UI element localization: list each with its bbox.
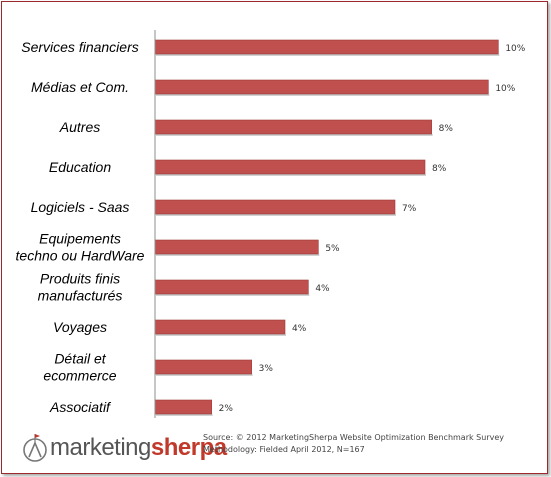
bar	[154, 319, 286, 335]
bars	[154, 39, 500, 416]
bar-shadow	[156, 294, 310, 296]
bar	[154, 359, 252, 375]
bar	[154, 79, 489, 95]
value-label: 7%	[402, 204, 417, 214]
category-label: Voyages	[53, 319, 107, 335]
category-label: Détail et	[54, 351, 106, 367]
bar-shadow	[156, 414, 213, 416]
bar-shadow	[156, 334, 286, 336]
value-label: 4%	[315, 284, 330, 294]
bar-shadow	[156, 254, 320, 256]
category-label: manufacturés	[38, 288, 123, 304]
value-label: 4%	[292, 324, 307, 334]
bar	[154, 39, 499, 55]
category-labels: Services financiers Médias et Com. Autres E…	[16, 39, 145, 415]
logo-text-sherpa: sherpa	[150, 434, 227, 461]
bar-shadow	[156, 214, 396, 216]
logo-text-marketing: marketing	[50, 434, 151, 461]
bar-shadow	[156, 374, 253, 376]
bar	[154, 239, 319, 255]
bar	[154, 199, 396, 215]
category-label: Autres	[59, 119, 100, 135]
category-label: ecommerce	[43, 368, 116, 384]
source-note: Source: © 2012 MarketingSherpa Website O…	[203, 432, 504, 456]
category-label: Médias et Com.	[31, 79, 129, 95]
bar-shadow	[156, 54, 500, 56]
value-label: 2%	[219, 404, 234, 414]
category-label: Produits finis	[40, 271, 120, 287]
category-label: Associatif	[49, 399, 112, 415]
methodology-line: Methodology: Fielded April 2012, N=167	[203, 445, 365, 454]
category-label: Logiciels - Saas	[31, 199, 130, 215]
value-label: 8%	[432, 164, 447, 174]
value-label: 5%	[325, 244, 340, 254]
source-line: Source: © 2012 MarketingSherpa Website O…	[203, 433, 505, 442]
category-label: techno ou HardWare	[16, 248, 145, 264]
bar	[154, 399, 212, 415]
value-label: 10%	[495, 84, 515, 94]
bar	[154, 279, 309, 295]
bar	[154, 119, 432, 135]
category-label: Services financiers	[21, 39, 139, 55]
footer: marketing sherpa Source: © 2012 Marketing…	[10, 426, 540, 470]
bar-shadow	[156, 94, 490, 96]
bar-shadow	[156, 134, 433, 136]
bar-chart: Services financiers Médias et Com. Autres E…	[16, 30, 526, 418]
category-label: Education	[49, 159, 111, 175]
value-labels: 10% 10% 8% 8% 7% 5% 4% 4% 3% 2%	[219, 44, 526, 414]
value-label: 10%	[505, 44, 525, 54]
bar-shadow	[156, 174, 426, 176]
category-label: Equipements	[39, 231, 121, 247]
value-label: 3%	[259, 364, 274, 374]
value-label: 8%	[439, 124, 454, 134]
mountain-icon	[23, 434, 47, 462]
marketingsherpa-logo: marketing sherpa	[22, 430, 227, 466]
bar	[154, 159, 426, 175]
